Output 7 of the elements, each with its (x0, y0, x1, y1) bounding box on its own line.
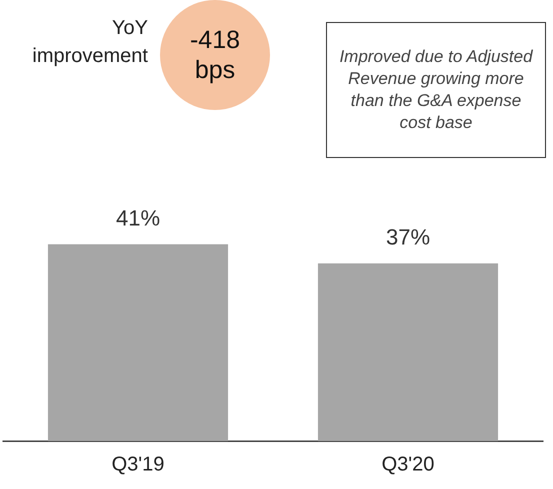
data-label: 37% (386, 224, 430, 250)
circle-badge: -418 bps (160, 0, 270, 110)
text: YoY improvement (31, 16, 148, 69)
text: Improved due to Adjusted Revenue growing more than the G&A expense cost base (326, 22, 546, 158)
data-label: 41% (116, 205, 160, 230)
x-tick-label: Q3'20 (382, 454, 434, 476)
x-tick-label: Q3'19 (112, 454, 164, 476)
